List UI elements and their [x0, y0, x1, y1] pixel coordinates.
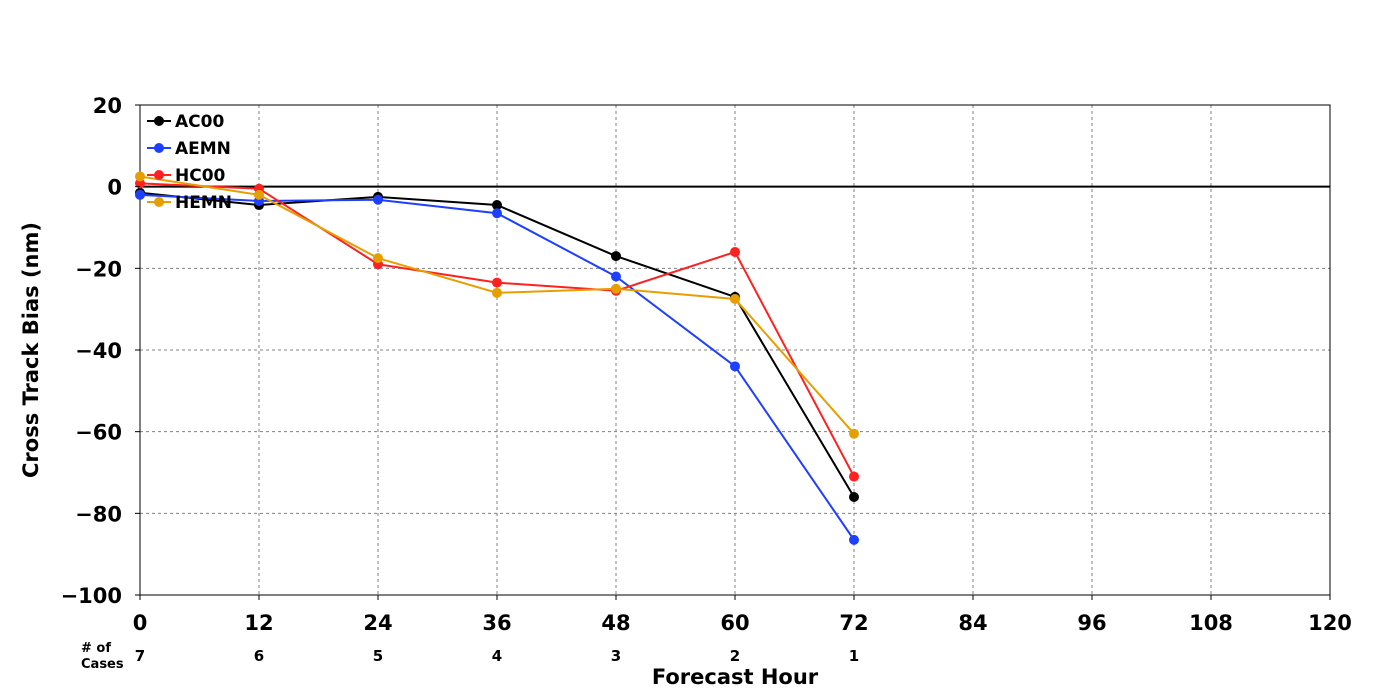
legend-dot-marker: [154, 143, 164, 153]
series-aemn: [135, 189, 859, 545]
legend-label: HC00: [175, 166, 226, 186]
x-tick-label: 120: [1308, 611, 1352, 635]
legend-label: AEMN: [175, 139, 231, 159]
case-count-label: 2: [730, 647, 740, 665]
data-point-aemn: [492, 208, 502, 219]
y-tick-label: −60: [75, 421, 122, 445]
x-axis-title: Forecast Hour: [652, 665, 819, 689]
cases-header-line1: # of: [81, 641, 111, 656]
data-point-hemn: [254, 189, 264, 200]
legend-item-hemn: HEMN: [147, 193, 232, 213]
case-count-label: 5: [373, 647, 383, 665]
data-point-aemn: [730, 361, 740, 372]
x-tick-label: 60: [720, 611, 749, 635]
data-point-hemn: [611, 283, 621, 294]
data-point-hemn: [730, 293, 740, 304]
data-point-aemn: [611, 271, 621, 282]
legend-item-ac00: AC00: [147, 112, 224, 132]
y-tick-label: 0: [107, 176, 122, 200]
x-tick-label: 84: [958, 611, 987, 635]
y-axis-title: Cross Track Bias (nm): [19, 222, 43, 478]
data-point-aemn: [135, 189, 145, 200]
data-point-hc00: [135, 178, 145, 189]
data-point-ac00: [611, 251, 621, 262]
y-tick-label: −40: [75, 339, 122, 363]
case-count-label: 6: [254, 647, 264, 665]
series-line-aemn: [139, 193, 855, 541]
x-tick-label: 24: [363, 611, 392, 635]
legend-item-hc00: HC00: [147, 166, 226, 186]
data-point-ac00: [492, 200, 502, 211]
cases-header-line2: Cases: [81, 657, 124, 672]
legend: AC00 AEMN HC00 HEMN: [147, 112, 232, 213]
data-point-hc00: [730, 247, 740, 257]
data-point-aemn: [849, 534, 859, 545]
case-count-label: 7: [135, 647, 145, 665]
x-tick-label: 72: [839, 611, 868, 635]
y-tick-label: −80: [75, 502, 122, 526]
x-tick-label: 48: [601, 611, 630, 635]
legend-dot-marker: [154, 170, 164, 180]
data-point-hc00: [492, 277, 502, 288]
data-point-hemn: [492, 287, 502, 298]
cases-row: # of Cases 7 6 5 4 3 2 1: [81, 641, 859, 672]
x-tick-label: 0: [133, 611, 148, 635]
series-hemn: [135, 171, 859, 439]
legend-item-aemn: AEMN: [147, 139, 231, 159]
x-tick-label: 108: [1189, 611, 1233, 635]
case-count-label: 3: [611, 647, 621, 665]
case-count-label: 4: [492, 647, 502, 665]
y-tick-label: −100: [61, 584, 122, 608]
x-tick-label: 96: [1077, 611, 1106, 635]
x-tick-label: 36: [482, 611, 511, 635]
data-point-hemn: [849, 428, 859, 439]
legend-label: HEMN: [175, 193, 232, 213]
legend-dot-marker: [154, 116, 164, 126]
legend-dot-marker: [154, 197, 164, 207]
legend-label: AC00: [175, 112, 224, 132]
tick-labels: 0 12 24 36 48 60 72 84 96 108 120 20 0 −20 −40 −60 −80 −1…: [61, 94, 1352, 635]
case-count-label: 1: [849, 647, 859, 665]
x-tick-label: 12: [244, 611, 273, 635]
data-point-ac00: [849, 492, 859, 502]
data-point-aemn: [373, 194, 383, 205]
data-point-hemn: [373, 253, 383, 264]
grid-lines: [140, 105, 1330, 595]
data-point-hc00: [849, 471, 859, 482]
data-point-hemn: [135, 171, 145, 182]
y-tick-label: 20: [93, 94, 122, 118]
series-layer: [135, 171, 859, 545]
y-tick-label: −20: [75, 257, 122, 281]
